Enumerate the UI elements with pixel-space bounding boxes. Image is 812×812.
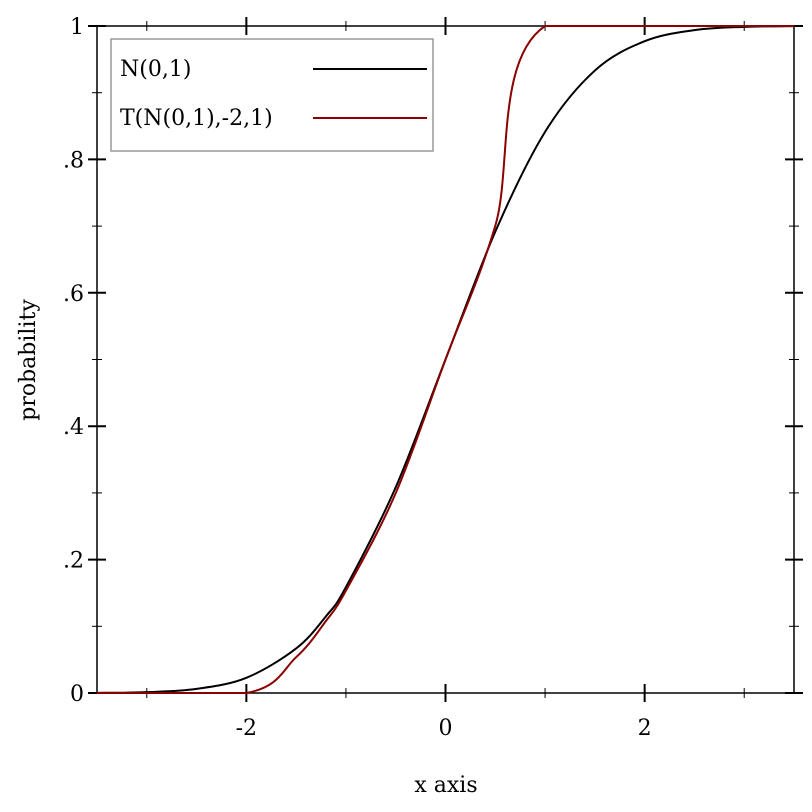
- y-tick-label: .2: [63, 549, 84, 574]
- y-tick-label: .8: [63, 148, 84, 173]
- legend-label-normal: N(0,1): [120, 57, 191, 82]
- legend-label-truncated: T(N(0,1),-2,1): [120, 106, 273, 131]
- legend: N(0,1) T(N(0,1),-2,1): [110, 38, 434, 152]
- x-tick-label: 2: [638, 716, 652, 741]
- x-tick-label: -2: [236, 716, 257, 741]
- y-tick-label: 0: [70, 682, 84, 707]
- x-tick-label: 0: [439, 716, 453, 741]
- y-axis-label: probability: [16, 299, 41, 421]
- y-tick-label: 1: [70, 15, 84, 40]
- series-line-1: [96, 24, 794, 695]
- legend-box: [110, 38, 434, 152]
- series-lines: [96, 24, 795, 695]
- y-axis-ticks: 0 .2 .4 .6 .8 1: [63, 15, 803, 707]
- y-tick-label: .6: [63, 282, 84, 307]
- y-tick-label: .4: [63, 415, 84, 440]
- x-axis-label: x axis: [414, 773, 477, 798]
